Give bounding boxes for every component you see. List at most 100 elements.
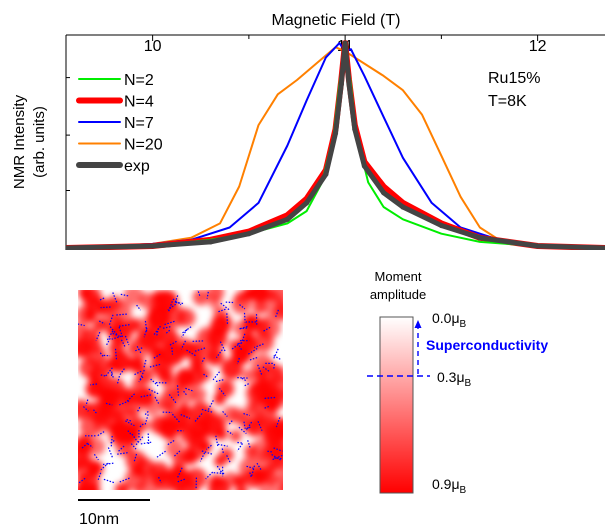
moment-map-blob — [131, 376, 146, 390]
boundary-segment — [126, 419, 133, 422]
boundary-segment — [114, 348, 118, 360]
exp-data-point — [602, 245, 605, 250]
exp-data-point — [438, 222, 444, 229]
colorbar-tick-threshold: 0.3μB — [437, 369, 472, 389]
boundary-segment — [110, 435, 113, 448]
boundary-segment — [237, 342, 243, 351]
moment-map-blob — [277, 470, 283, 487]
boundary-segment — [262, 326, 271, 333]
moment-map-blob — [83, 308, 97, 322]
moment-map-blob — [277, 483, 283, 490]
moment-map-blob — [242, 368, 256, 383]
boundary-segment — [272, 348, 279, 360]
boundary-segment — [197, 290, 201, 297]
moment-map-blob — [207, 477, 231, 490]
boundary-segment — [154, 396, 160, 404]
temperature-annotation: T=8K — [488, 93, 527, 110]
y-ticks — [66, 77, 70, 191]
exp-data-point — [535, 243, 541, 249]
boundary-segment — [247, 347, 258, 356]
boundary-segment — [98, 320, 105, 325]
boundary-segment — [135, 436, 144, 446]
boundary-segment — [165, 329, 171, 335]
boundary-segment — [118, 477, 130, 483]
boundary-segment — [171, 413, 181, 424]
moment-map-blob — [213, 392, 226, 406]
exp-data-point — [66, 245, 69, 250]
legend-label: N=7 — [124, 115, 154, 132]
boundary-segment — [246, 465, 254, 469]
moment-map-blob — [252, 300, 267, 315]
exp-data-point — [477, 235, 483, 241]
moment-map-blob — [198, 367, 212, 381]
exp-data-point — [304, 200, 310, 206]
boundary-segment — [267, 450, 274, 453]
boundary-segment — [136, 304, 141, 311]
boundary-segment — [203, 373, 209, 378]
moment-map-blob — [219, 314, 233, 329]
moment-map-blob — [86, 436, 106, 457]
boundary-segment — [109, 326, 119, 336]
boundary-segment — [85, 399, 89, 406]
boundary-segment — [143, 359, 147, 369]
boundary-segment — [140, 441, 152, 445]
boundary-segment — [139, 394, 152, 398]
moment-map-blob — [219, 447, 234, 463]
moment-map-blob — [221, 357, 243, 380]
boundary-segment — [205, 444, 212, 450]
boundary-segment — [245, 426, 251, 431]
boundary-segment — [104, 367, 113, 378]
boundary-segment — [219, 470, 225, 476]
boundary-segment — [273, 364, 276, 370]
boundary-segment — [116, 452, 128, 455]
moment-map-blob — [231, 294, 252, 315]
boundary-segment — [118, 324, 130, 327]
boundary-segment — [147, 433, 150, 445]
boundary-segment — [167, 301, 173, 312]
boundary-segment — [100, 374, 106, 377]
sample-annotation: Ru15% — [488, 70, 540, 87]
moment-map-blob — [274, 459, 283, 473]
boundary-segment — [144, 320, 148, 333]
boundary-segment — [262, 366, 270, 372]
moment-map-blob — [247, 419, 266, 437]
moment-map-blob — [208, 295, 222, 309]
spectrum-plot: Magnetic Field (T) 10 11 12 NMR Intensity … — [11, 12, 605, 250]
boundary-segment — [250, 465, 256, 477]
exp-data-point — [381, 190, 387, 196]
boundary-segment — [226, 455, 231, 463]
boundary-segment — [176, 467, 183, 478]
boundary-segment — [227, 430, 234, 435]
moment-map-blob — [206, 328, 228, 349]
moment-map-blob — [232, 474, 247, 489]
boundary-segment — [222, 410, 228, 417]
boundary-segment — [106, 330, 114, 342]
boundary-segment — [186, 349, 197, 357]
moment-map: 10nm — [78, 290, 283, 528]
superconductivity-label: Superconductivity — [426, 337, 548, 353]
boundary-segment — [112, 332, 120, 337]
x-tick-label: 12 — [529, 38, 547, 55]
moment-map-blob — [252, 466, 270, 484]
boundary-segment — [216, 465, 222, 473]
boundary-segment — [221, 448, 225, 454]
x-ticks — [152, 35, 539, 41]
boundary-segment — [143, 410, 149, 416]
moment-map-blob — [235, 485, 248, 490]
boundary-segment — [134, 347, 143, 352]
boundary-segment — [97, 431, 105, 437]
moment-map-blob — [159, 419, 180, 440]
legend-label: N=2 — [124, 72, 154, 89]
boundary-segment — [201, 408, 214, 413]
boundary-segment — [101, 462, 114, 466]
moment-map-blob — [229, 429, 242, 443]
boundary-segment — [249, 472, 253, 479]
boundary-segment — [138, 376, 144, 383]
superconducting-boundaries — [78, 290, 283, 490]
boundary-segment — [171, 347, 174, 355]
boundary-segment — [239, 304, 246, 310]
boundary-segment — [191, 340, 204, 342]
moment-map-blob — [273, 302, 283, 321]
moment-map-blob — [174, 382, 197, 405]
boundary-segment — [217, 308, 226, 313]
